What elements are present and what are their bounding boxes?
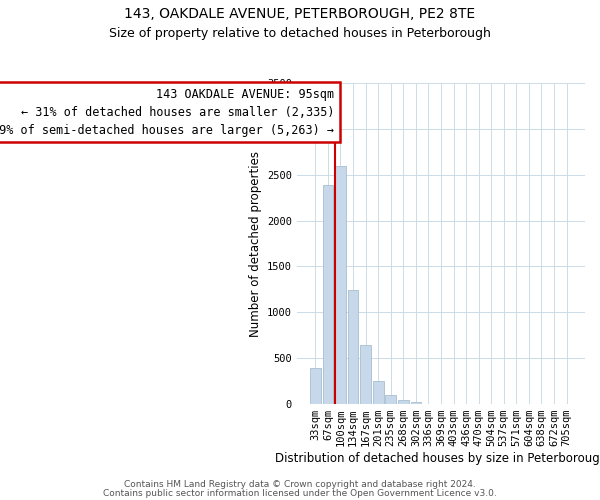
Text: Size of property relative to detached houses in Peterborough: Size of property relative to detached ho…: [109, 28, 491, 40]
Bar: [410, 402, 421, 404]
Text: Contains public sector information licensed under the Open Government Licence v3: Contains public sector information licen…: [103, 489, 497, 498]
Y-axis label: Number of detached properties: Number of detached properties: [248, 150, 262, 336]
Bar: [373, 380, 383, 404]
Bar: [348, 290, 358, 404]
Bar: [323, 185, 333, 404]
Bar: [360, 346, 371, 404]
Bar: [310, 368, 321, 404]
Bar: [398, 400, 409, 404]
Bar: [335, 166, 346, 404]
Text: Contains HM Land Registry data © Crown copyright and database right 2024.: Contains HM Land Registry data © Crown c…: [124, 480, 476, 489]
Text: 143, OAKDALE AVENUE, PETERBOROUGH, PE2 8TE: 143, OAKDALE AVENUE, PETERBOROUGH, PE2 8…: [124, 8, 476, 22]
X-axis label: Distribution of detached houses by size in Peterborough: Distribution of detached houses by size …: [275, 452, 600, 465]
Bar: [385, 395, 396, 404]
Text: 143 OAKDALE AVENUE: 95sqm
← 31% of detached houses are smaller (2,335)
69% of se: 143 OAKDALE AVENUE: 95sqm ← 31% of detac…: [0, 88, 334, 136]
